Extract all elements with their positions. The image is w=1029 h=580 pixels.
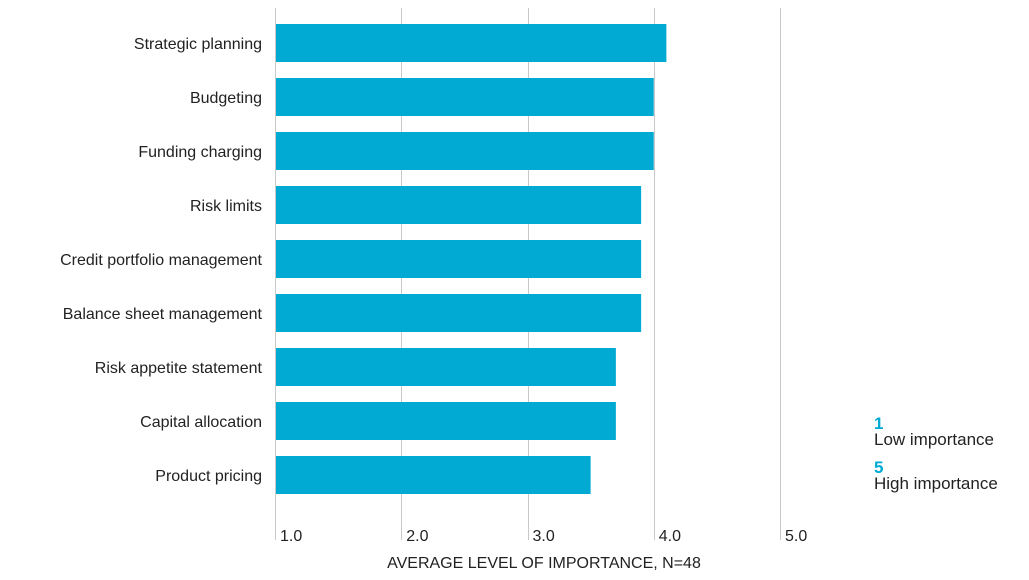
- legend-low-label: Low importance: [874, 430, 995, 449]
- category-label: Budgeting: [190, 90, 262, 107]
- x-tick-label: 3.0: [533, 528, 555, 545]
- bar: [276, 402, 616, 440]
- bar: [276, 78, 654, 116]
- category-label: Risk limits: [190, 198, 262, 215]
- bar: [276, 132, 654, 170]
- category-label: Balance sheet management: [63, 306, 263, 323]
- x-axis-label: AVERAGE LEVEL OF IMPORTANCE, N=48: [387, 555, 701, 572]
- category-label: Product pricing: [155, 468, 262, 485]
- legend-entry-high: 5 High importance: [874, 458, 998, 493]
- x-tick-labels: 1.0 2.0 3.0 4.0 5.0: [280, 528, 807, 545]
- bar: [276, 240, 642, 278]
- x-tick-label: 1.0: [280, 528, 302, 545]
- bar: [276, 186, 642, 224]
- legend-high-value: 5: [874, 458, 884, 477]
- bar: [276, 24, 667, 62]
- category-label: Strategic planning: [134, 36, 262, 53]
- legend-low-value: 1: [874, 414, 884, 433]
- category-label: Funding charging: [138, 144, 262, 161]
- category-label: Risk appetite statement: [95, 360, 263, 377]
- bars: [276, 24, 667, 494]
- category-label: Credit portfolio management: [60, 252, 262, 269]
- bar: [276, 348, 616, 386]
- x-tick-label: 4.0: [659, 528, 681, 545]
- importance-legend: 1 Low importance 5 High importance: [874, 414, 998, 504]
- legend-high-label: High importance: [874, 474, 998, 493]
- bar: [276, 456, 591, 494]
- category-label: Capital allocation: [140, 414, 262, 431]
- category-labels: Strategic planning Budgeting Funding charg…: [60, 36, 262, 485]
- bar: [276, 294, 642, 332]
- legend-entry-low: 1 Low importance: [874, 414, 998, 449]
- x-tick-label: 2.0: [406, 528, 428, 545]
- x-tick-label: 5.0: [785, 528, 807, 545]
